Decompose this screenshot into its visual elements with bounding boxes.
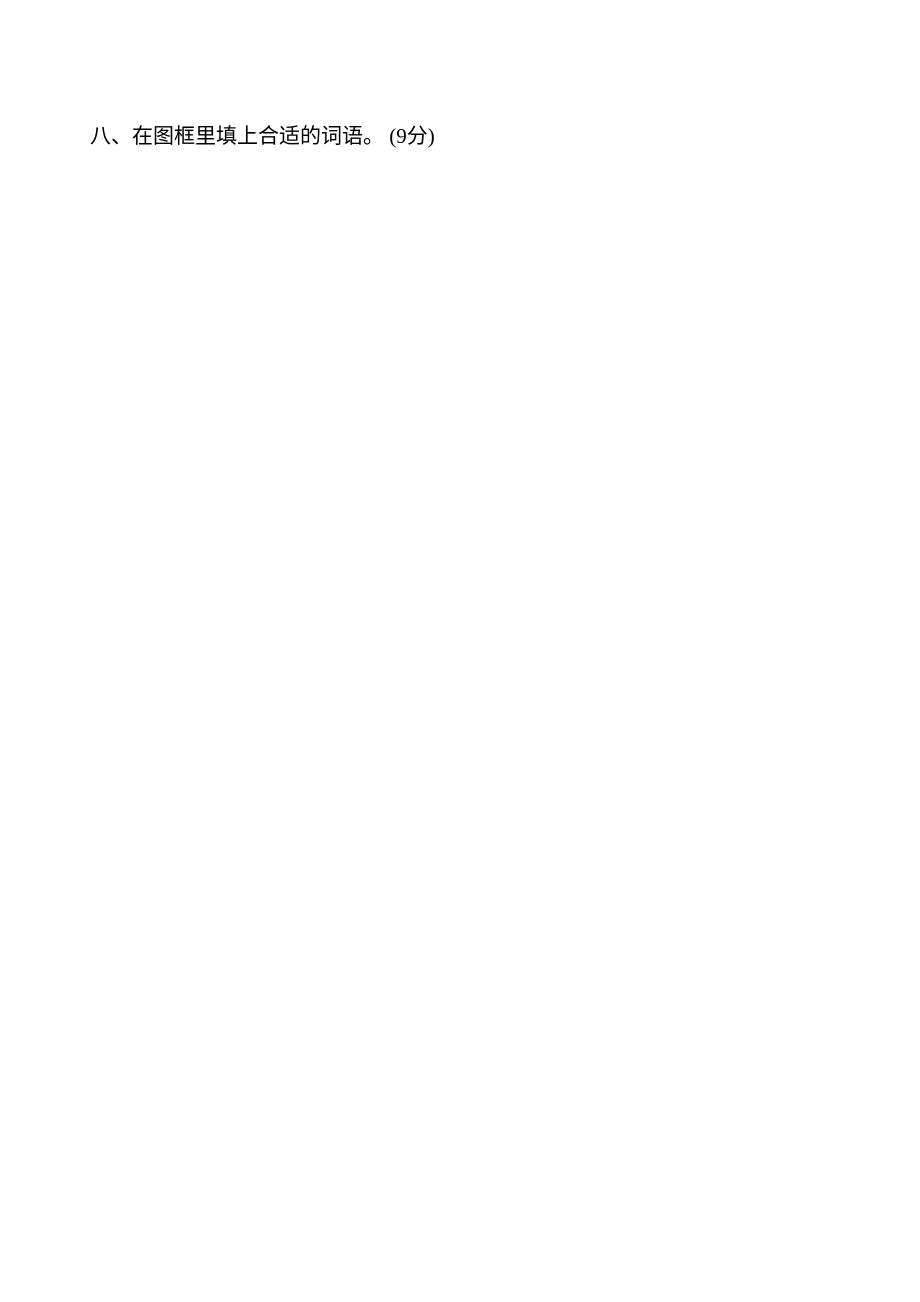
q8-title: 八、在图框里填上合适的词语。 (9分) — [90, 120, 830, 150]
